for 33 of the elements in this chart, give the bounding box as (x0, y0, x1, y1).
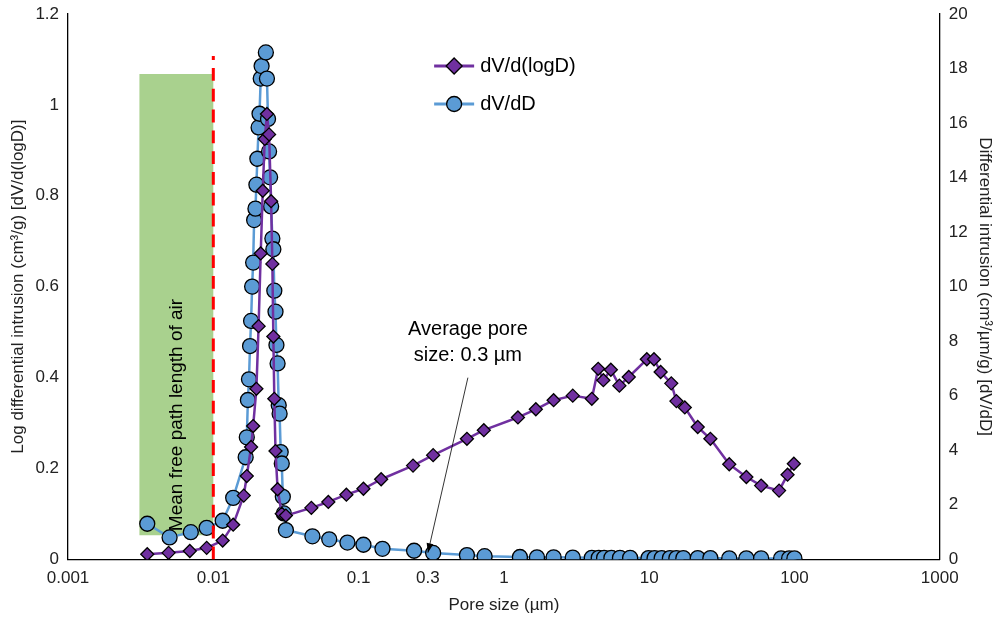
x-tick-label: 0.1 (346, 568, 371, 588)
y-tick-label: 0.6 (35, 276, 60, 296)
y-tick-label: 1 (49, 94, 60, 114)
x-tick-label: 0.01 (196, 568, 230, 588)
x-tick-label: 0.3 (416, 568, 440, 588)
y-tick-label: 0.2 (35, 458, 60, 478)
y2-tick-label: 6 (948, 385, 959, 405)
x-tick-label: 100 (780, 568, 809, 588)
y2-tick-label: 18 (948, 58, 968, 78)
legend-label: dV/dD (480, 91, 536, 114)
y2-tick-label: 8 (948, 330, 959, 350)
x-tick-label: 1 (499, 568, 509, 588)
y2-tick-label: 10 (948, 276, 968, 296)
band-label: Mean free path length of air (164, 298, 186, 532)
y2-tick-label: 0 (948, 548, 959, 568)
y2-tick-label: 12 (948, 221, 968, 241)
y-axis-title: Log differential intrusion (cm³/g) [dV/d(logD)] (7, 119, 27, 454)
legend-label: dV/d(logD) (480, 53, 576, 76)
y2-tick-label: 20 (948, 3, 968, 23)
y2-axis-title: Differential intrusion (cm³/µm/g) [dV/dD] (976, 137, 996, 436)
y2-tick-label: 16 (948, 112, 968, 132)
y-tick-label: 1.2 (35, 3, 60, 23)
y2-tick-label: 14 (948, 167, 968, 187)
x-tick-label: 10 (639, 568, 659, 588)
annotation: Average pore size: 0.3 µm (408, 317, 528, 366)
y2-tick-label: 2 (948, 494, 959, 514)
y-tick-label: 0 (49, 548, 60, 568)
x-axis-title: Pore size (µm) (448, 595, 560, 615)
x-tick-label: 1000 (920, 568, 959, 588)
x-tick-label: 0.001 (46, 568, 90, 588)
y-tick-label: 0.8 (35, 185, 60, 205)
y2-tick-label: 4 (948, 439, 959, 459)
y-tick-label: 0.4 (35, 367, 60, 387)
